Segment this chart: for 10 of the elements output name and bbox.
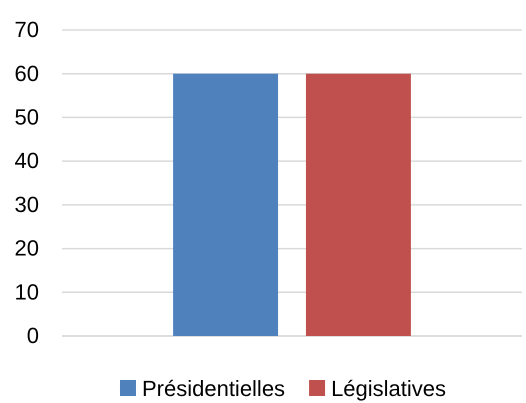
y-tick-label: 10 (14, 279, 39, 304)
legend-label: Législatives (331, 376, 446, 401)
y-tick-label: 0 (26, 323, 39, 348)
y-tick-label: 70 (14, 17, 39, 42)
legend-label: Présidentielles (142, 376, 286, 401)
y-tick-label: 20 (14, 236, 39, 261)
y-tick-label: 50 (14, 104, 39, 130)
y-tick-label: 40 (14, 148, 39, 174)
y-tick-label: 30 (14, 192, 39, 217)
y-tick-label: 60 (14, 60, 39, 86)
